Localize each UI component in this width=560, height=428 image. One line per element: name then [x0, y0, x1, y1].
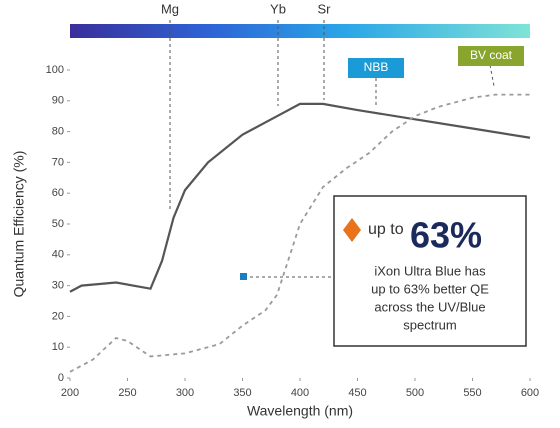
callout-value: 63%	[410, 215, 482, 256]
callout-box	[333, 195, 527, 347]
y-tick-label: 70	[52, 156, 64, 168]
y-tick-label: 30	[52, 280, 64, 292]
callout-prefix: up to	[368, 221, 404, 238]
y-tick-label: 100	[46, 64, 64, 76]
annotation: Sr	[318, 1, 332, 16]
x-tick-label: 550	[463, 387, 481, 399]
callout-text: across the UV/Blue	[374, 299, 485, 314]
nbb-tag	[348, 58, 404, 78]
x-tick-label: 200	[61, 387, 79, 399]
x-tick-label: 250	[118, 387, 136, 399]
y-axis-label: Quantum Efficiency (%)	[11, 151, 27, 298]
annotation: NBB	[364, 60, 389, 74]
y-tick-label: 80	[52, 126, 64, 138]
y-tick-label: 50	[52, 218, 64, 230]
diamond-icon	[343, 218, 361, 242]
spectrum-bar	[70, 24, 530, 38]
series-line	[69, 93, 530, 373]
y-tick-label: 0	[58, 372, 64, 384]
callout: up to 63% iXon Ultra Blue has up to 63% …	[240, 195, 527, 347]
x-tick-label: 350	[233, 387, 251, 399]
x-tick-label: 300	[176, 387, 194, 399]
y-tick-label: 20	[52, 310, 64, 322]
y-tick-label: 60	[52, 187, 64, 199]
y-tick-label: 40	[52, 249, 64, 261]
y-tick-label: 10	[52, 341, 64, 353]
callout-text: up to 63% better QE	[371, 281, 489, 296]
y-tick-label: 90	[52, 95, 64, 107]
x-tick-label: 500	[406, 387, 424, 399]
x-tick-label: 450	[348, 387, 366, 399]
annotation: Mg	[161, 1, 179, 16]
series-line	[69, 102, 531, 293]
callout-text: spectrum	[403, 317, 456, 332]
x-axis-label: Wavelength (nm)	[247, 403, 353, 419]
bv-tag	[458, 46, 524, 66]
annotation: BV coat	[470, 48, 513, 62]
callout-text: iXon Ultra Blue has	[374, 263, 486, 278]
annotation: Yb	[270, 1, 286, 16]
x-tick-label: 400	[291, 387, 309, 399]
callout-marker	[240, 273, 247, 280]
annotation-arrows	[169, 20, 495, 210]
x-tick-label: 600	[521, 387, 539, 399]
